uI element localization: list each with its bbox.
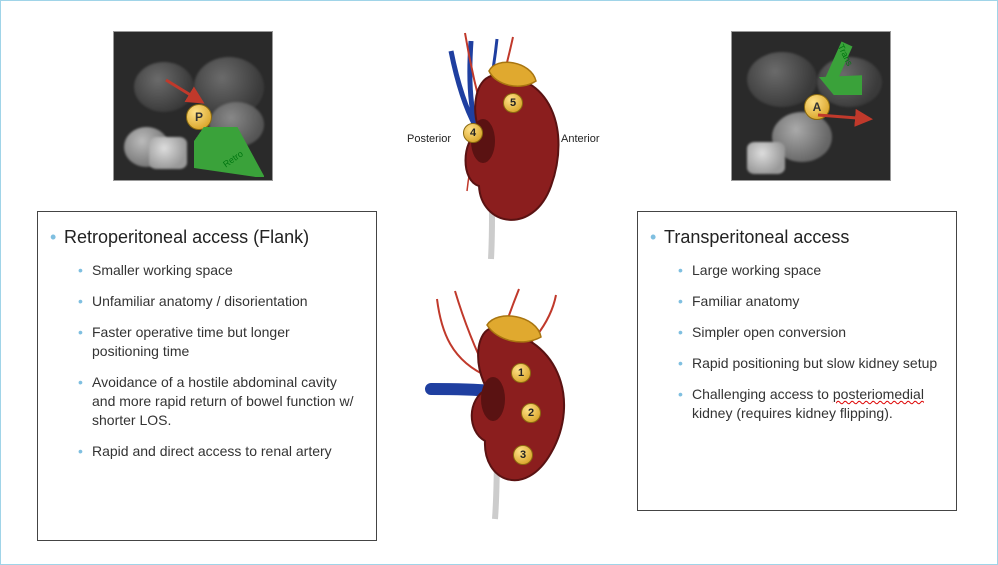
kidney-diagram-top: Posterior Anterior 4 5 (401, 21, 601, 261)
red-arrow-left-icon (162, 72, 212, 112)
trans-list: Large working space Familiar anatomy Sim… (650, 261, 940, 422)
marker-p-letter: P (195, 110, 203, 124)
spellcheck-squiggle: posteriomedial (833, 386, 924, 402)
ct-scan-right: A Trans (731, 31, 891, 181)
trans-title: Transperitoneal access (650, 226, 940, 249)
red-arrow-right-icon (810, 107, 880, 127)
badge-3: 3 (513, 445, 533, 465)
retro-item: Rapid and direct access to renal artery (78, 442, 360, 461)
anterior-label: Anterior (561, 133, 600, 145)
retro-item: Avoidance of a hostile abdominal cavity … (78, 373, 360, 430)
badge-2: 2 (521, 403, 541, 423)
retro-item: Faster operative time but longer positio… (78, 323, 360, 361)
kidney-diagram-bottom: 1 2 3 (401, 281, 601, 521)
green-arrow-retro-icon (194, 127, 264, 177)
badge-5: 5 (503, 93, 523, 113)
retroperitoneal-box: Retroperitoneal access (Flank) Smaller w… (37, 211, 377, 541)
retro-item: Unfamiliar anatomy / disorientation (78, 292, 360, 311)
medical-slide: P Retro A Trans (1, 1, 997, 564)
posterior-label: Posterior (407, 133, 451, 145)
ct-scan-left: P Retro (113, 31, 273, 181)
transperitoneal-box: Transperitoneal access Large working spa… (637, 211, 957, 511)
badge-1: 1 (511, 363, 531, 383)
trans-item: Rapid positioning but slow kidney setup (678, 354, 940, 373)
retro-list: Smaller working space Unfamiliar anatomy… (50, 261, 360, 460)
retro-title: Retroperitoneal access (Flank) (50, 226, 360, 249)
trans-item: Large working space (678, 261, 940, 280)
trans-item: Simpler open conversion (678, 323, 940, 342)
trans-item: Familiar anatomy (678, 292, 940, 311)
kidney-bottom-svg (401, 281, 601, 521)
badge-4: 4 (463, 123, 483, 143)
retro-item: Smaller working space (78, 261, 360, 280)
trans-item-squiggle: Challenging access to posteriomedial kid… (678, 385, 940, 423)
